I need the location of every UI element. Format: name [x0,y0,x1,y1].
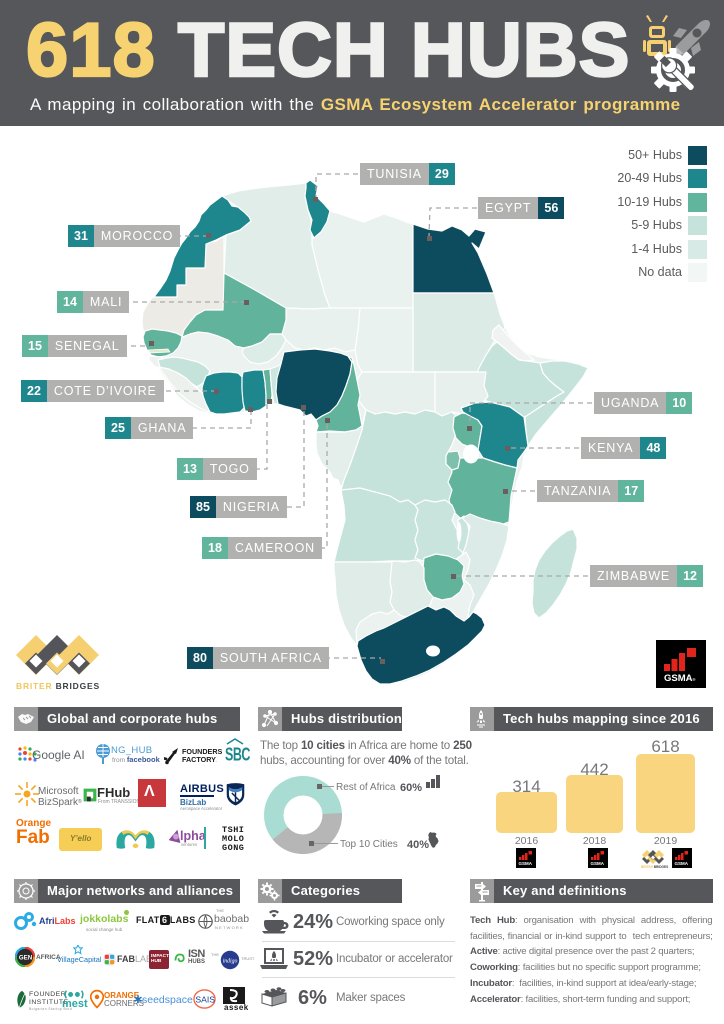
svg-text:60%: 60% [400,782,422,794]
svg-text:SAIS: SAIS [195,994,215,1004]
svg-text:BRITER BRIDGES: BRITER BRIDGES [16,681,100,691]
svg-text:GSMA: GSMA [519,861,533,866]
svg-text:Top 10 Cities: Top 10 Cities [340,839,398,850]
svg-text:GEN: GEN [19,955,33,962]
svg-text:BRITER BRIDGES: BRITER BRIDGES [641,865,668,869]
svg-text:GSMA®: GSMA® [664,673,696,684]
svg-text:40%: 40% [407,839,429,851]
svg-text:Rest of Africa: Rest of Africa [336,782,396,793]
svg-text:indigo: indigo [223,958,238,964]
